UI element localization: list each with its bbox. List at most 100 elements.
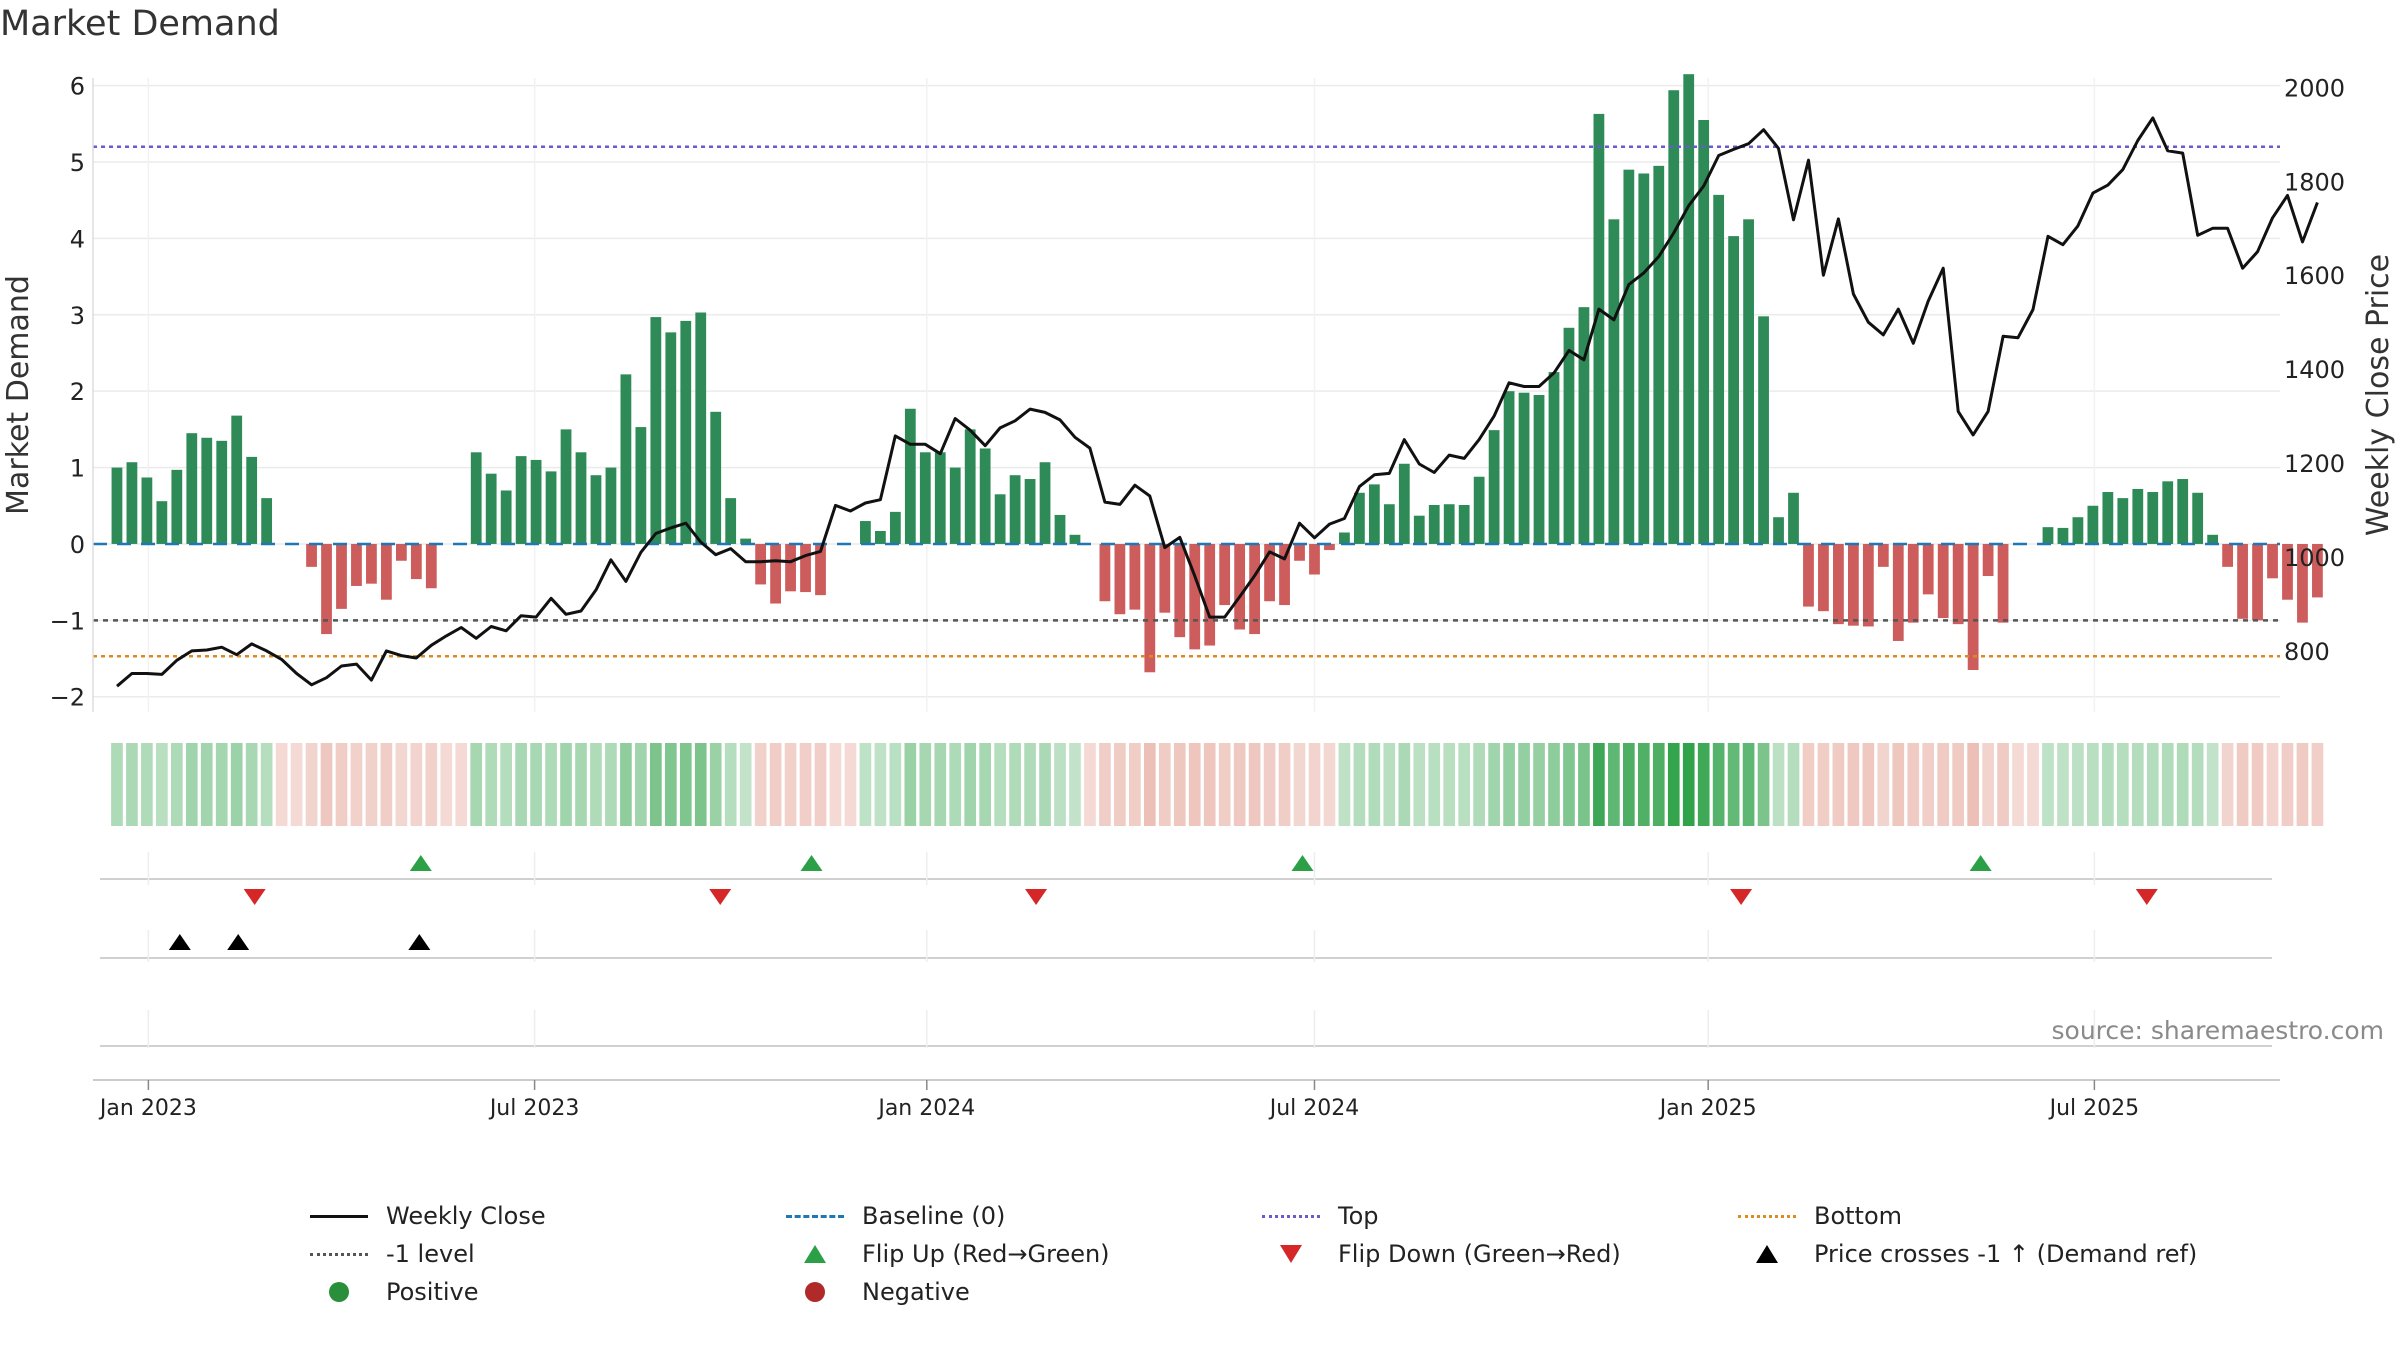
heat-cell <box>620 743 632 826</box>
y2-axis-label: Weekly Close Price <box>2361 254 2396 536</box>
bar <box>1339 532 1350 544</box>
legend-label: Flip Down (Green→Red) <box>1338 1240 1621 1268</box>
bar <box>1788 492 1799 544</box>
heat-cell <box>1563 743 1575 826</box>
bar <box>1039 462 1051 544</box>
bar <box>2102 492 2114 544</box>
bar <box>1563 327 1575 544</box>
heat-cell <box>1099 743 1111 826</box>
bar <box>680 320 692 544</box>
bar <box>1144 543 1156 673</box>
heat-cell <box>814 743 827 826</box>
bar <box>2117 498 2129 544</box>
heat-cell <box>979 743 992 826</box>
bar <box>1204 543 1216 646</box>
heat-cell <box>1203 743 1216 826</box>
flip-down-marker <box>1730 889 1753 905</box>
heat-cell <box>575 743 587 826</box>
heat-cell <box>126 743 138 826</box>
chart-title: Market Demand <box>0 4 280 44</box>
heat-cell <box>185 743 198 826</box>
bar <box>590 475 602 544</box>
heat-cell <box>170 743 183 826</box>
y-tick-label: 4 <box>70 225 85 253</box>
bar <box>755 543 767 585</box>
legend: Weekly Close Baseline (0) Top Bottom -1 … <box>0 1198 2400 1328</box>
legend-item-baseline: Baseline (0) <box>782 1201 1005 1231</box>
bar <box>874 530 886 544</box>
heat-cell <box>1129 743 1141 826</box>
bar <box>1069 534 1081 544</box>
heat-cell <box>470 743 483 826</box>
circle-icon <box>329 1282 349 1302</box>
bar <box>1982 543 1994 577</box>
bar <box>2072 517 2084 544</box>
bar <box>1518 392 1530 544</box>
heat-cell <box>739 743 752 826</box>
heat-cell <box>1757 743 1770 826</box>
bar <box>366 543 377 584</box>
heat-cell <box>500 743 512 826</box>
bar <box>2267 543 2278 579</box>
heat-cell <box>964 743 977 826</box>
y-tick-label: 6 <box>70 73 85 101</box>
bar <box>1294 543 1305 561</box>
heat-cell <box>605 743 617 826</box>
heat-cell <box>305 743 318 826</box>
bar <box>1264 543 1275 602</box>
bar <box>1713 194 1725 544</box>
heat-cell <box>1009 743 1021 826</box>
bar <box>1473 476 1485 544</box>
legend-item-top: Top <box>1258 1201 1379 1231</box>
bar <box>1249 543 1260 635</box>
legend-label: Flip Up (Red→Green) <box>862 1240 1110 1268</box>
price-cross-marker <box>408 934 431 950</box>
legend-label: Top <box>1338 1202 1379 1230</box>
y2-tick-label: 800 <box>2284 638 2330 666</box>
bar <box>395 543 407 561</box>
bar <box>665 332 677 544</box>
heat-cell <box>679 743 692 826</box>
heat-cell <box>799 743 812 826</box>
y2-tick-label: 2000 <box>2284 74 2345 102</box>
flip-up-marker <box>409 855 432 871</box>
heat-cell <box>290 743 303 826</box>
flip-up-marker <box>1969 855 1992 871</box>
bar <box>1698 120 1710 544</box>
bar <box>1847 543 1859 626</box>
heat-cell <box>1413 743 1426 826</box>
legend-item-bottom: Bottom <box>1734 1201 1902 1231</box>
bar <box>1368 484 1380 544</box>
heat-cell <box>1114 743 1126 826</box>
bar <box>2237 543 2248 619</box>
bar <box>1877 543 1889 567</box>
heat-cell <box>1937 743 1950 826</box>
price-cross-marker <box>168 934 191 950</box>
heat-cell <box>260 743 273 826</box>
heat-cell <box>664 743 677 826</box>
bar <box>635 427 647 544</box>
heat-cell <box>1832 743 1845 826</box>
heat-cell <box>1338 743 1351 826</box>
heat-cell <box>440 743 453 826</box>
heat-cell <box>2221 743 2234 826</box>
heat-cell <box>1518 743 1530 826</box>
heat-cell <box>1652 743 1665 826</box>
legend-item-positive: Positive <box>306 1277 479 1307</box>
heat-cell <box>395 743 408 826</box>
line-dotted-icon <box>310 1252 368 1256</box>
line-solid-icon <box>310 1214 368 1218</box>
heat-cell <box>545 743 557 826</box>
bar <box>2222 543 2233 567</box>
bar <box>500 490 512 544</box>
bar <box>1593 113 1605 544</box>
y-tick-label: 0 <box>70 531 85 559</box>
bar <box>1937 543 1949 619</box>
legend-item-weekly-close: Weekly Close <box>306 1201 546 1231</box>
bar <box>1758 316 1769 544</box>
bar <box>2282 543 2293 600</box>
legend-item-price-cross: Price crosses -1 ↑ (Demand ref) <box>1734 1239 2197 1269</box>
bar <box>1234 543 1246 630</box>
heat-cell <box>200 743 213 826</box>
heat-cell <box>949 743 962 826</box>
